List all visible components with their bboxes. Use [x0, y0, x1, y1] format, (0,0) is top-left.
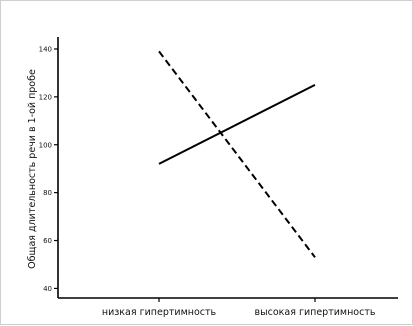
y-tick-label: 60 [43, 237, 52, 245]
y-ticks: 40 60 80 100 120 140 [39, 45, 58, 293]
x-ticks: низкая гипертимность высокая гипертимност… [102, 298, 376, 318]
y-tick-label: 40 [43, 285, 52, 293]
x-category-label: низкая гипертимность [102, 307, 217, 318]
y-tick-label: 80 [43, 189, 52, 197]
y-axis-label: Общая длительность речи в 1-ой пробе [27, 69, 38, 269]
y-tick-label: 120 [39, 93, 52, 101]
y-tick-label: 100 [39, 141, 52, 149]
series-line-1 [158, 83, 316, 165]
series-line-2 [158, 50, 316, 258]
y-tick-label: 140 [39, 45, 52, 53]
x-category-label: высокая гипертимность [255, 307, 376, 318]
series-lines [158, 50, 316, 258]
